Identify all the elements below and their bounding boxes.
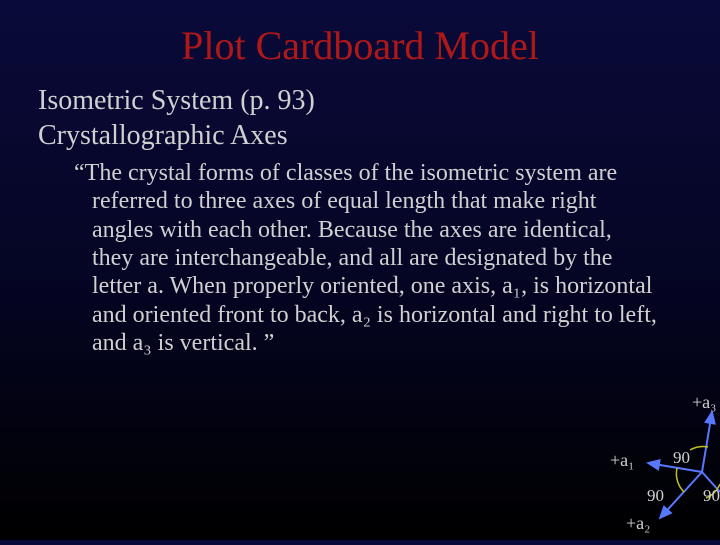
angle-arc-left [676, 468, 684, 492]
angle-label-3: 90 [703, 486, 720, 506]
axis-a2-line [660, 472, 702, 518]
subtitle-line-2: Crystallographic Axes [0, 118, 720, 153]
axis-a3-line [702, 412, 712, 472]
angle-label-1: 90 [673, 448, 690, 468]
slide-title: Plot Cardboard Model [0, 0, 720, 83]
axis-label-a1: +a₁ [610, 450, 634, 471]
angle-label-2: 90 [647, 486, 664, 506]
body-paragraph: “The crystal forms of classes of the iso… [18, 153, 720, 357]
axes-svg [590, 350, 720, 540]
axes-diagram: +a₁ +a₂ +a₃ 90 90 90 [590, 350, 720, 540]
axis-label-a3: +a₃ [692, 392, 716, 413]
axis-label-a2: +a₂ [626, 513, 650, 534]
subtitle-line-1: Isometric System (p. 93) [0, 83, 720, 118]
